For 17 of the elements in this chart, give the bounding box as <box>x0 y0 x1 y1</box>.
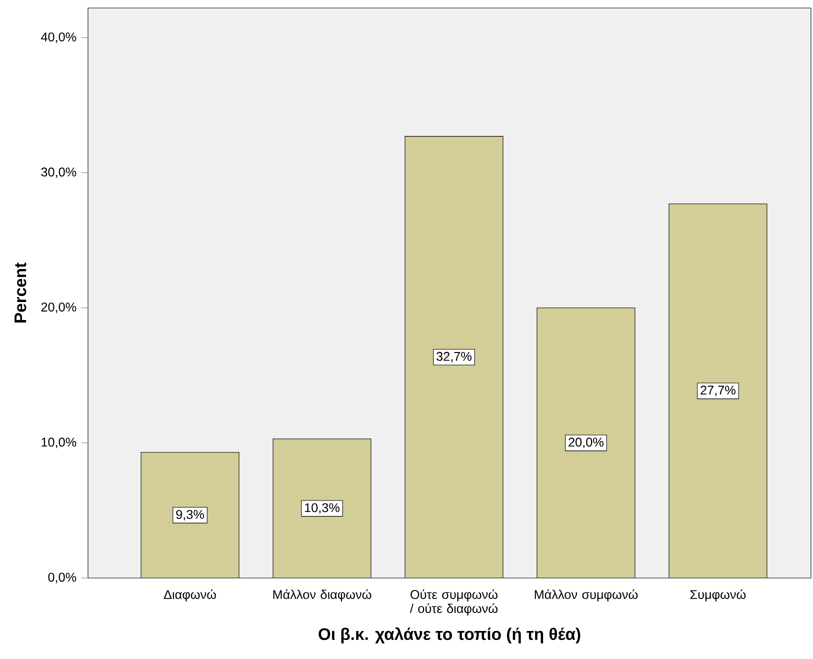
y-tick-label: 0,0% <box>48 572 76 584</box>
y-tick-label: 20,0% <box>41 302 76 314</box>
data-label: 9,3% <box>176 510 204 520</box>
x-axis-title: Οι β.κ. χαλάνε το τοπίο (ή τη θέα) <box>318 627 580 644</box>
x-tick-label: Διαφωνώ <box>164 589 216 602</box>
x-tick-label: Μάλλον διαφωνώ <box>273 589 372 602</box>
data-label: 10,3% <box>305 503 340 514</box>
data-label: 20,0% <box>568 438 604 448</box>
data-label: 27,7% <box>700 386 736 396</box>
y-tick-label: 30,0% <box>41 168 76 178</box>
x-tick-label: Ούτε συμφωνώ / ούτε διαφωνώ <box>410 589 498 616</box>
y-tick-label: 40,0% <box>41 32 76 43</box>
y-tick-label: 10,0% <box>42 438 76 448</box>
data-label: 32,7% <box>436 352 472 362</box>
x-tick-label: Συμφωνώ <box>690 589 746 602</box>
y-axis-title: Percent <box>14 262 26 322</box>
x-tick-label: Μάλλον συμφωνώ <box>534 589 638 602</box>
